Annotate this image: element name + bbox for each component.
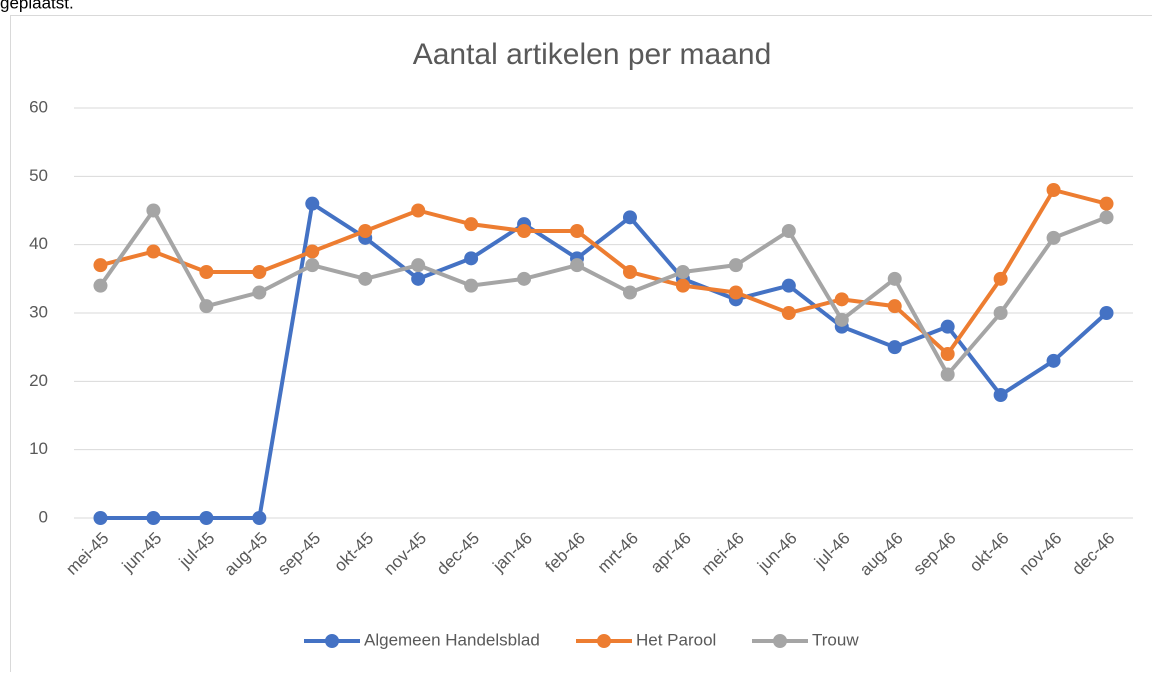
point — [464, 251, 478, 265]
x-tick-label: sep-46 — [909, 529, 959, 579]
y-tick-label: 60 — [29, 97, 48, 116]
point — [199, 511, 213, 525]
x-tick-label: mei-45 — [62, 529, 112, 579]
point — [782, 224, 796, 238]
x-tick-label: dec-46 — [1068, 529, 1118, 579]
series-line — [100, 190, 1106, 354]
y-tick-label: 50 — [29, 166, 48, 185]
point — [1100, 197, 1114, 211]
x-tick-label: jun-45 — [118, 529, 166, 577]
legend-marker — [325, 634, 339, 648]
point — [252, 286, 266, 300]
x-tick-label: mrt-46 — [594, 529, 642, 577]
legend-label: Trouw — [812, 630, 859, 649]
x-tick-label: jan-46 — [489, 529, 537, 577]
point — [1100, 210, 1114, 224]
x-tick-label: aug-45 — [220, 529, 271, 580]
point — [358, 224, 372, 238]
legend-marker — [773, 634, 787, 648]
point — [199, 299, 213, 313]
point — [835, 313, 849, 327]
point — [994, 388, 1008, 402]
point — [411, 204, 425, 218]
point — [676, 265, 690, 279]
point — [941, 347, 955, 361]
point — [1047, 183, 1061, 197]
legend-marker — [597, 634, 611, 648]
y-tick-label: 20 — [29, 371, 48, 390]
point — [517, 272, 531, 286]
point — [517, 224, 531, 238]
y-tick-label: 30 — [29, 302, 48, 321]
point — [93, 258, 107, 272]
x-tick-label: aug-46 — [856, 529, 907, 580]
chart-title: Aantal artikelen per maand — [413, 38, 772, 71]
point — [252, 265, 266, 279]
point — [570, 224, 584, 238]
point — [1100, 306, 1114, 320]
point — [941, 320, 955, 334]
point — [199, 265, 213, 279]
point — [994, 272, 1008, 286]
point — [93, 279, 107, 293]
point — [623, 286, 637, 300]
point — [835, 292, 849, 306]
point — [782, 306, 796, 320]
point — [941, 368, 955, 382]
point — [305, 245, 319, 259]
point — [305, 197, 319, 211]
y-tick-label: 40 — [29, 234, 48, 253]
x-tick-label: dec-45 — [433, 529, 483, 579]
point — [676, 279, 690, 293]
x-tick-label: nov-45 — [380, 529, 430, 579]
point — [570, 258, 584, 272]
x-tick-label: sep-45 — [274, 529, 324, 579]
legend-label: Algemeen Handelsblad — [364, 630, 540, 649]
point — [623, 210, 637, 224]
point — [888, 340, 902, 354]
point — [888, 272, 902, 286]
x-tick-label: feb-46 — [542, 529, 590, 577]
point — [729, 258, 743, 272]
x-tick-label: jul-45 — [175, 529, 219, 573]
x-tick-label: jul-46 — [810, 529, 854, 573]
point — [146, 204, 160, 218]
x-tick-label: apr-46 — [647, 529, 695, 577]
point — [729, 286, 743, 300]
point — [1047, 231, 1061, 245]
point — [411, 272, 425, 286]
x-tick-label: nov-46 — [1015, 529, 1065, 579]
series-line — [100, 211, 1106, 375]
point — [623, 265, 637, 279]
legend-label: Het Parool — [636, 630, 716, 649]
point — [1047, 354, 1061, 368]
point — [146, 245, 160, 259]
point — [888, 299, 902, 313]
x-tick-label: mei-46 — [698, 529, 748, 579]
point — [464, 217, 478, 231]
x-tick-label: okt-45 — [330, 529, 377, 576]
point — [146, 511, 160, 525]
point — [252, 511, 266, 525]
y-tick-label: 0 — [39, 507, 48, 526]
point — [305, 258, 319, 272]
x-tick-label: okt-46 — [966, 529, 1013, 576]
point — [782, 279, 796, 293]
point — [358, 272, 372, 286]
point — [411, 258, 425, 272]
y-tick-label: 10 — [29, 439, 48, 458]
point — [464, 279, 478, 293]
page-text: geplaatst. — [0, 0, 74, 12]
point — [994, 306, 1008, 320]
point — [93, 511, 107, 525]
x-tick-label: jun-46 — [753, 529, 801, 577]
